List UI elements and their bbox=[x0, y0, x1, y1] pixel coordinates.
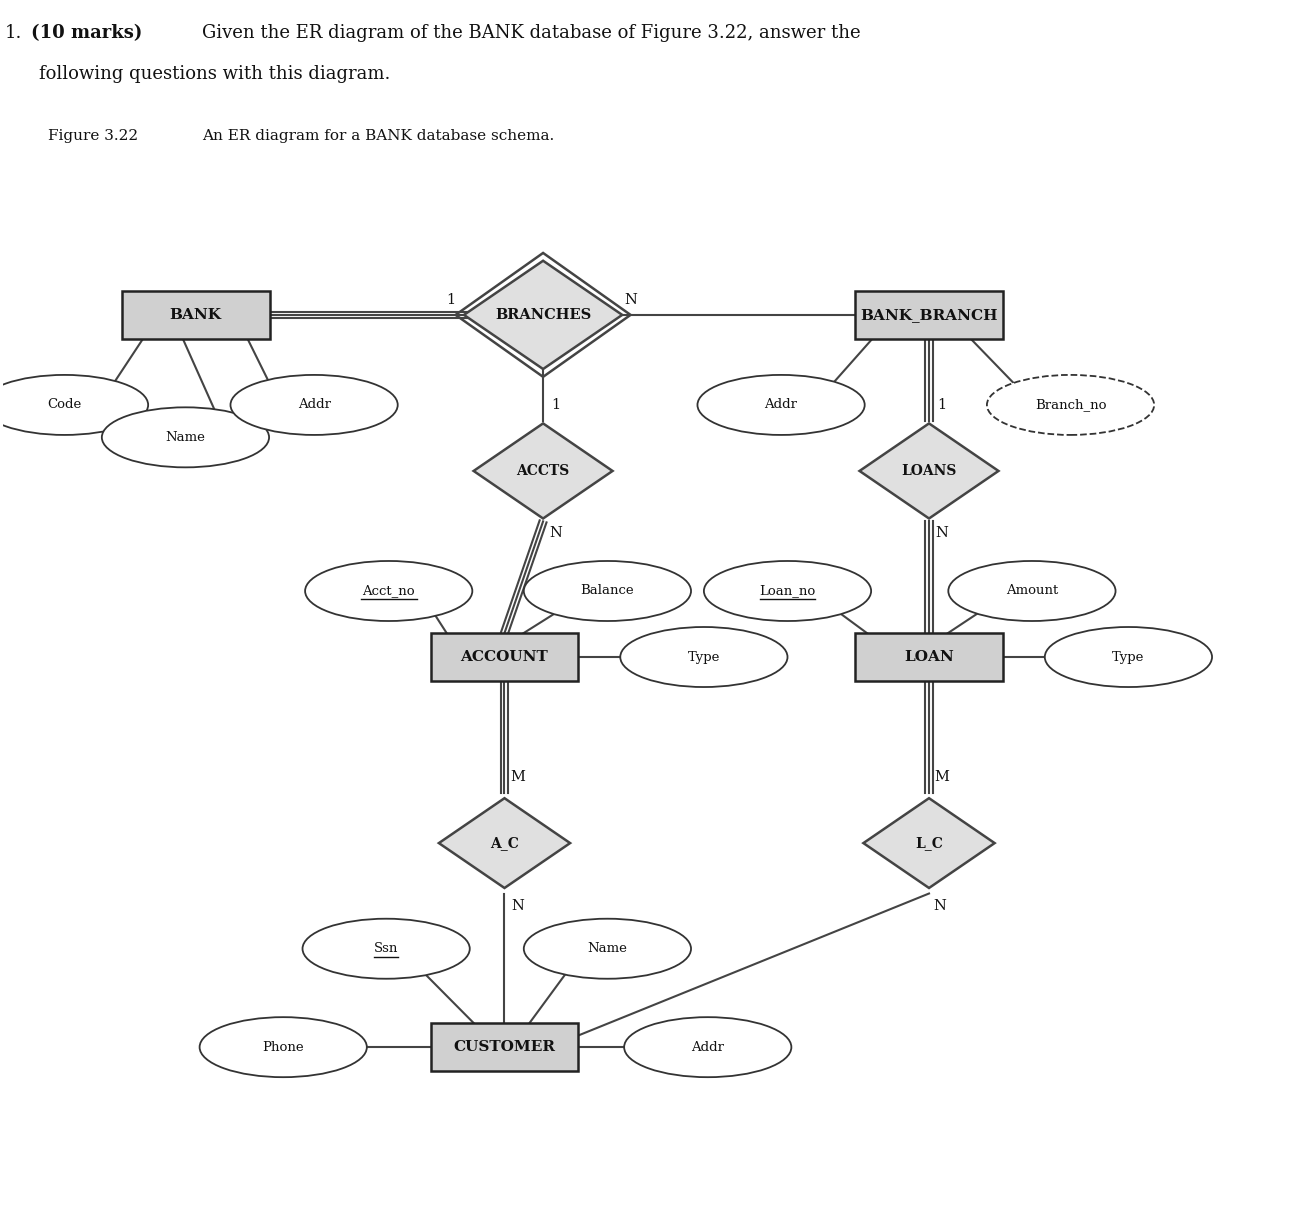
Text: M: M bbox=[934, 771, 950, 784]
Text: Phone: Phone bbox=[262, 1041, 304, 1054]
Text: N: N bbox=[510, 898, 523, 913]
Text: BRANCHES: BRANCHES bbox=[495, 308, 592, 322]
Text: A_C: A_C bbox=[490, 836, 519, 850]
Text: LOAN: LOAN bbox=[904, 650, 953, 665]
FancyBboxPatch shape bbox=[430, 633, 579, 681]
Text: Type: Type bbox=[687, 650, 720, 663]
Text: Loan_no: Loan_no bbox=[760, 585, 815, 597]
Text: Code: Code bbox=[48, 398, 81, 411]
Text: Addr: Addr bbox=[765, 398, 797, 411]
Text: L_C: L_C bbox=[915, 836, 943, 850]
FancyBboxPatch shape bbox=[855, 291, 1003, 339]
Text: CUSTOMER: CUSTOMER bbox=[453, 1040, 556, 1054]
Text: Addr: Addr bbox=[691, 1041, 725, 1054]
Polygon shape bbox=[439, 798, 570, 888]
Text: BANK: BANK bbox=[169, 308, 222, 322]
Ellipse shape bbox=[523, 919, 691, 979]
Text: (10 marks): (10 marks) bbox=[31, 24, 142, 42]
Ellipse shape bbox=[102, 408, 269, 468]
Text: Acct_no: Acct_no bbox=[362, 585, 415, 597]
FancyBboxPatch shape bbox=[855, 633, 1003, 681]
Text: Ssn: Ssn bbox=[373, 942, 398, 955]
Text: 1: 1 bbox=[446, 293, 455, 308]
Text: Name: Name bbox=[165, 431, 205, 444]
Text: 1.: 1. bbox=[5, 24, 22, 42]
Text: N: N bbox=[624, 293, 637, 308]
Text: N: N bbox=[549, 526, 562, 540]
Text: following questions with this diagram.: following questions with this diagram. bbox=[39, 65, 390, 83]
Text: Branch_no: Branch_no bbox=[1035, 398, 1106, 411]
Text: ACCOUNT: ACCOUNT bbox=[461, 650, 548, 665]
Ellipse shape bbox=[523, 561, 691, 621]
Ellipse shape bbox=[302, 919, 470, 979]
Text: N: N bbox=[935, 526, 948, 540]
Ellipse shape bbox=[948, 561, 1115, 621]
Ellipse shape bbox=[305, 561, 473, 621]
Text: 1: 1 bbox=[937, 398, 947, 412]
Text: Given the ER diagram of the BANK database of Figure 3.22, answer the: Given the ER diagram of the BANK databas… bbox=[202, 24, 860, 42]
Text: ACCTS: ACCTS bbox=[517, 464, 570, 478]
FancyBboxPatch shape bbox=[430, 1023, 579, 1071]
Text: BANK_BRANCH: BANK_BRANCH bbox=[860, 308, 997, 322]
Ellipse shape bbox=[698, 375, 864, 435]
Ellipse shape bbox=[230, 375, 398, 435]
Ellipse shape bbox=[1045, 627, 1212, 687]
Polygon shape bbox=[464, 260, 623, 369]
Polygon shape bbox=[474, 423, 612, 519]
Text: Amount: Amount bbox=[1005, 585, 1058, 597]
FancyBboxPatch shape bbox=[121, 291, 270, 339]
Text: Figure 3.22: Figure 3.22 bbox=[48, 129, 138, 142]
Text: Addr: Addr bbox=[297, 398, 331, 411]
Text: Type: Type bbox=[1112, 650, 1145, 663]
Text: LOANS: LOANS bbox=[902, 464, 956, 478]
Text: Name: Name bbox=[588, 942, 628, 955]
Ellipse shape bbox=[624, 1017, 792, 1077]
Polygon shape bbox=[859, 423, 999, 519]
Text: M: M bbox=[510, 771, 525, 784]
Text: N: N bbox=[933, 898, 946, 913]
Ellipse shape bbox=[0, 375, 149, 435]
Text: Balance: Balance bbox=[580, 585, 634, 597]
Ellipse shape bbox=[199, 1017, 367, 1077]
Ellipse shape bbox=[987, 375, 1154, 435]
Text: 1: 1 bbox=[552, 398, 561, 412]
Text: An ER diagram for a BANK database schema.: An ER diagram for a BANK database schema… bbox=[202, 129, 554, 142]
Polygon shape bbox=[863, 798, 995, 888]
Ellipse shape bbox=[704, 561, 871, 621]
Ellipse shape bbox=[620, 627, 788, 687]
